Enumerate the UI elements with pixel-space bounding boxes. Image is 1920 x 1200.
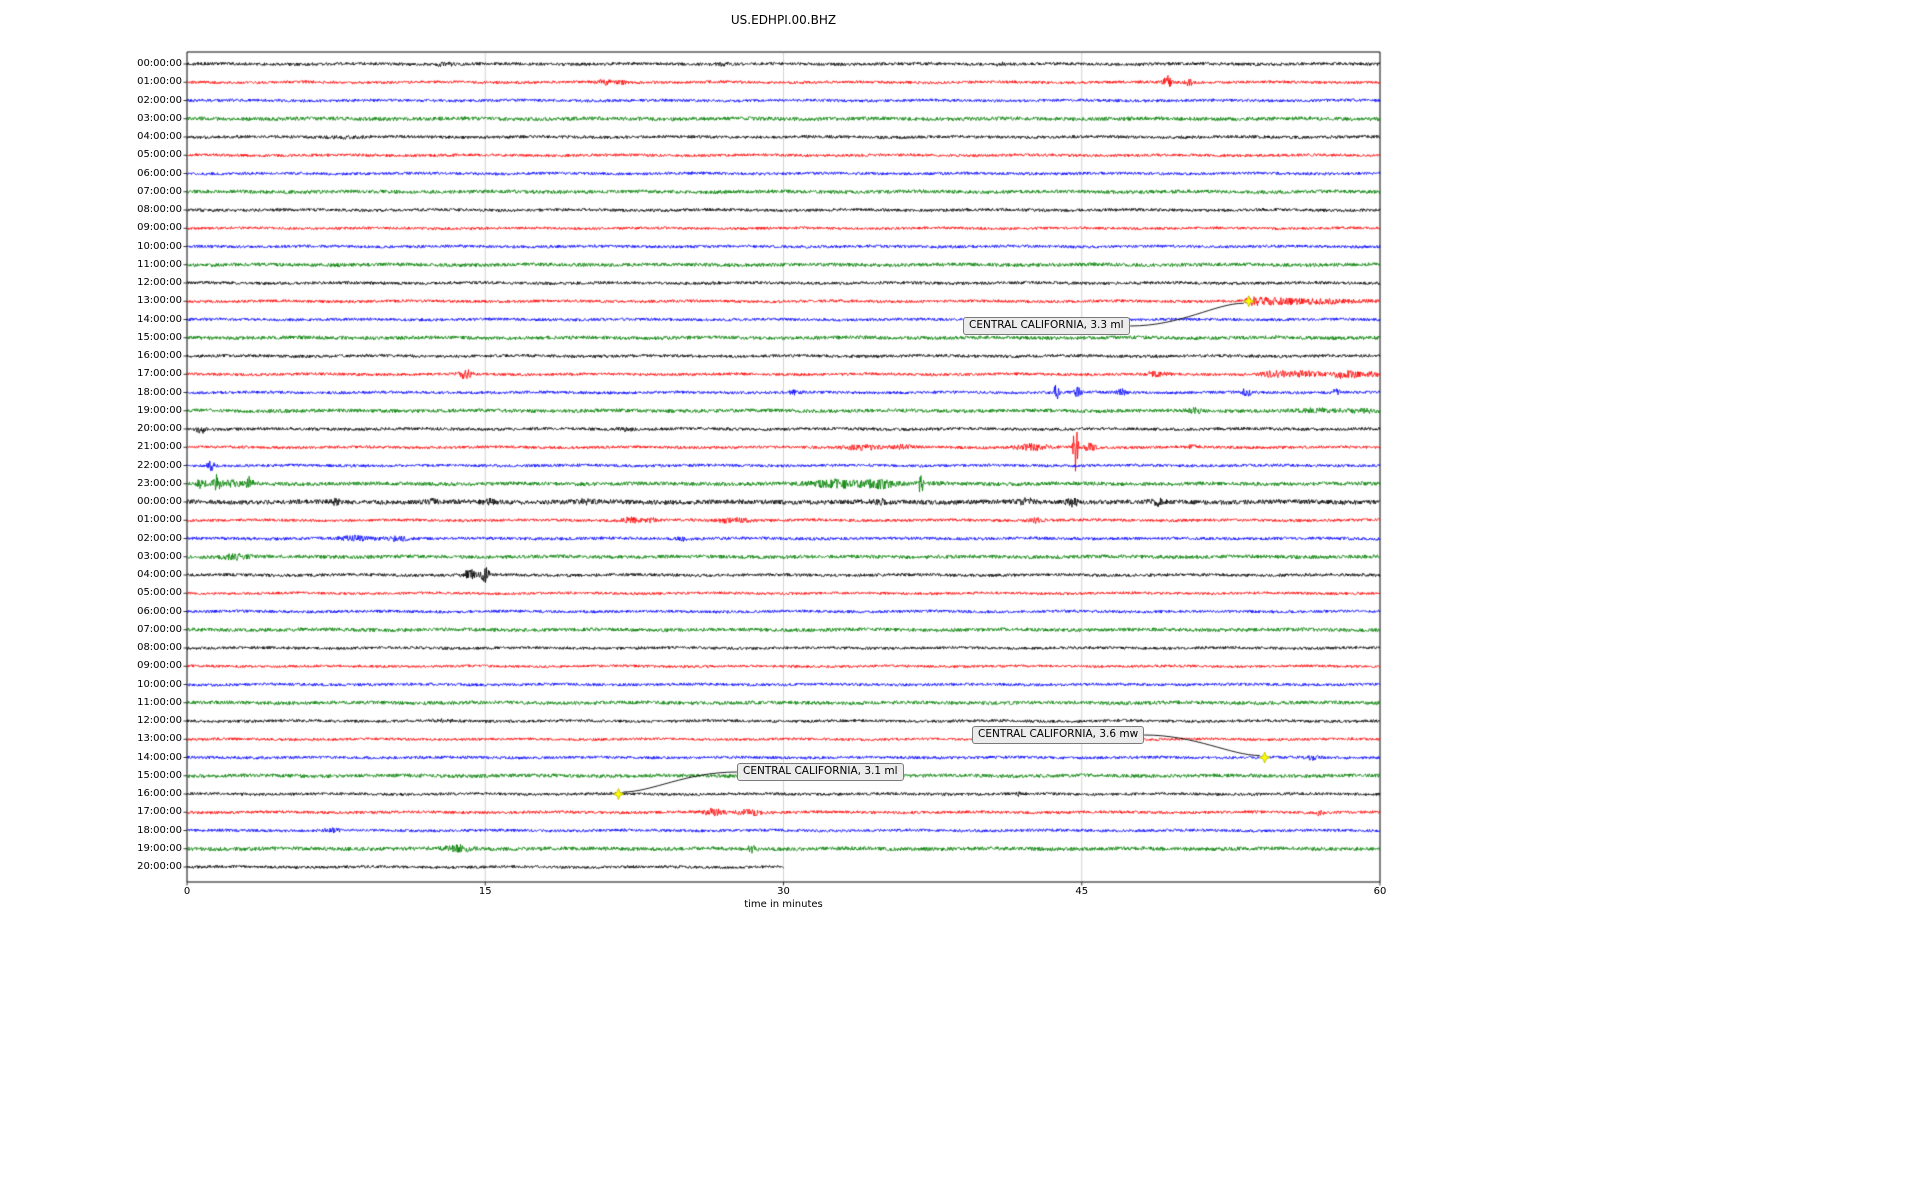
event-annotation: CENTRAL CALIFORNIA, 3.3 ml bbox=[963, 317, 1130, 335]
row-label: 14:00:00 bbox=[137, 751, 182, 763]
x-tick-label: 30 bbox=[777, 886, 790, 897]
row-label: 11:00:00 bbox=[137, 258, 182, 270]
row-label: 01:00:00 bbox=[137, 514, 182, 526]
x-tick-label: 0 bbox=[183, 886, 191, 897]
event-annotation: CENTRAL CALIFORNIA, 3.6 mw bbox=[972, 726, 1145, 744]
row-label: 05:00:00 bbox=[137, 587, 182, 599]
row-label: 06:00:00 bbox=[137, 167, 182, 179]
row-label: 21:00:00 bbox=[137, 441, 182, 453]
row-label: 08:00:00 bbox=[137, 204, 182, 215]
row-label: 18:00:00 bbox=[137, 824, 182, 836]
row-label: 07:00:00 bbox=[137, 185, 182, 197]
row-label: 12:00:00 bbox=[137, 277, 182, 288]
event-annotation: CENTRAL CALIFORNIA, 3.1 ml bbox=[737, 763, 904, 781]
row-label: 14:00:00 bbox=[137, 313, 182, 325]
x-axis-title: time in minutes bbox=[744, 899, 823, 910]
row-label: 13:00:00 bbox=[137, 295, 182, 307]
row-label: 02:00:00 bbox=[137, 532, 182, 544]
row-label: 19:00:00 bbox=[137, 404, 182, 416]
chart-title: US.EDHPI.00.BHZ bbox=[730, 13, 837, 27]
row-label: 19:00:00 bbox=[137, 842, 182, 854]
row-label: 20:00:00 bbox=[137, 423, 182, 434]
x-tick-label: 60 bbox=[1373, 886, 1387, 897]
row-label: 23:00:00 bbox=[137, 477, 182, 489]
row-label: 03:00:00 bbox=[137, 112, 182, 124]
row-label: 11:00:00 bbox=[137, 696, 182, 708]
row-label: 16:00:00 bbox=[137, 350, 182, 361]
row-label: 04:00:00 bbox=[137, 131, 182, 142]
row-label: 22:00:00 bbox=[137, 459, 182, 471]
row-label: 17:00:00 bbox=[137, 806, 182, 818]
row-label: 04:00:00 bbox=[137, 569, 182, 580]
row-label: 09:00:00 bbox=[137, 660, 182, 672]
row-label: 00:00:00 bbox=[137, 58, 182, 69]
row-label: 07:00:00 bbox=[137, 623, 182, 635]
x-tick-label: 15 bbox=[478, 886, 492, 897]
row-label: 08:00:00 bbox=[137, 642, 182, 653]
row-label: 16:00:00 bbox=[137, 788, 182, 799]
row-label: 02:00:00 bbox=[137, 94, 182, 106]
x-tick-label: 45 bbox=[1075, 886, 1089, 897]
row-label: 12:00:00 bbox=[137, 715, 182, 726]
row-label: 01:00:00 bbox=[137, 76, 182, 88]
row-label: 20:00:00 bbox=[137, 861, 182, 872]
row-label: 13:00:00 bbox=[137, 733, 182, 745]
row-label: 00:00:00 bbox=[137, 496, 182, 507]
row-label: 09:00:00 bbox=[137, 222, 182, 234]
row-label: 10:00:00 bbox=[137, 678, 182, 690]
row-label: 18:00:00 bbox=[137, 386, 182, 398]
row-label: 17:00:00 bbox=[137, 368, 182, 380]
row-label: 03:00:00 bbox=[137, 550, 182, 562]
row-label: 06:00:00 bbox=[137, 605, 182, 617]
row-label: 10:00:00 bbox=[137, 240, 182, 252]
row-label: 15:00:00 bbox=[137, 331, 182, 343]
row-label: 15:00:00 bbox=[137, 769, 182, 781]
row-label: 05:00:00 bbox=[137, 149, 182, 161]
